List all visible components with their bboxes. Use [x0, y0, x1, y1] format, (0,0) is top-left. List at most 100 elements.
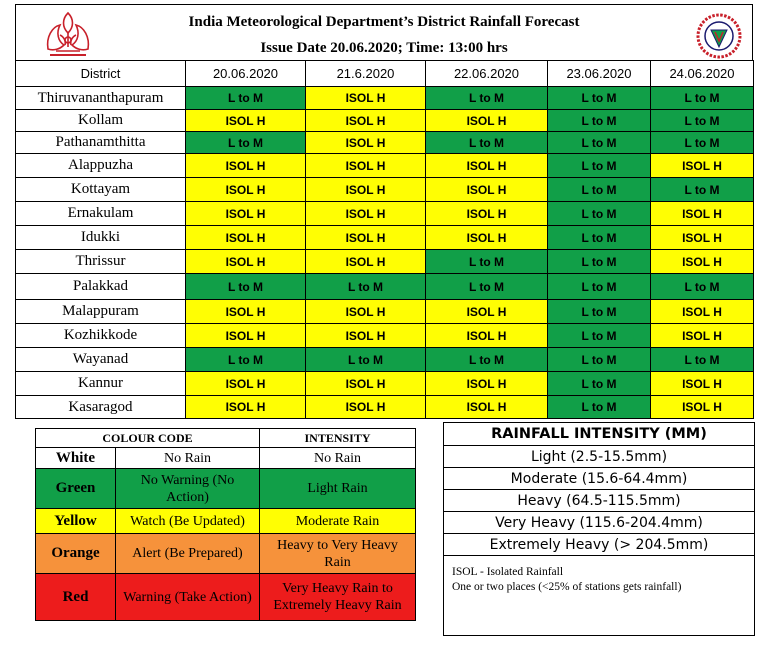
forecast-cell: ISOL H	[650, 201, 754, 226]
intensity-range: Moderate (15.6-64.4mm)	[443, 467, 755, 490]
colour-name: Green	[35, 468, 116, 509]
forecast-cell: L to M	[425, 249, 548, 274]
forecast-cell: ISOL H	[185, 371, 306, 396]
forecast-cell: ISOL H	[305, 299, 426, 324]
date-column-header: 22.06.2020	[425, 60, 548, 87]
forecast-cell: L to M	[547, 299, 651, 324]
forecast-cell: ISOL H	[185, 177, 306, 202]
colour-name: White	[35, 447, 116, 469]
district-name: Malappuram	[15, 299, 186, 324]
district-name: Kozhikkode	[15, 323, 186, 348]
forecast-cell: ISOL H	[305, 131, 426, 154]
forecast-cell: ISOL H	[425, 323, 548, 348]
date-column-header: 21.6.2020	[305, 60, 426, 87]
report-header: India Meteorological Department’s Distri…	[15, 4, 753, 60]
forecast-cell: L to M	[547, 273, 651, 300]
legend-header-row: COLOUR CODE INTENSITY	[35, 428, 416, 448]
forecast-cell: L to M	[547, 153, 651, 178]
forecast-cell: ISOL H	[650, 299, 754, 324]
forecast-cell: ISOL H	[650, 323, 754, 348]
district-name: Thiruvananthapuram	[15, 86, 186, 110]
colour-intensity: Moderate Rain	[259, 508, 416, 534]
forecast-cell: ISOL H	[185, 225, 306, 250]
forecast-cell: L to M	[547, 347, 651, 372]
forecast-cell: ISOL H	[305, 177, 426, 202]
forecast-cell: L to M	[425, 86, 548, 110]
forecast-cell: ISOL H	[305, 395, 426, 419]
forecast-cell: ISOL H	[650, 225, 754, 250]
date-column-header: 24.06.2020	[650, 60, 754, 87]
intensity-range: Light (2.5-15.5mm)	[443, 445, 755, 468]
forecast-cell: L to M	[547, 201, 651, 226]
colour-meaning: No Rain	[115, 447, 260, 469]
forecast-cell: ISOL H	[185, 299, 306, 324]
forecast-cell: ISOL H	[425, 225, 548, 250]
forecast-cell: L to M	[425, 131, 548, 154]
isol-note: ISOL - Isolated Rainfall One or two plac…	[443, 555, 755, 636]
forecast-cell: L to M	[650, 273, 754, 300]
district-name: Kottayam	[15, 177, 186, 202]
forecast-cell: L to M	[650, 109, 754, 132]
forecast-cell: L to M	[650, 86, 754, 110]
forecast-cell: ISOL H	[185, 201, 306, 226]
district-forecast-table: District 20.06.2020 21.6.2020 22.06.2020…	[15, 60, 754, 419]
forecast-cell: ISOL H	[650, 395, 754, 419]
colour-intensity: Heavy to Very Heavy Rain	[259, 533, 416, 574]
colour-meaning: No Warning (No Action)	[115, 468, 260, 509]
forecast-cell: ISOL H	[425, 109, 548, 132]
forecast-cell: ISOL H	[305, 201, 426, 226]
forecast-cell: L to M	[547, 395, 651, 419]
forecast-cell: ISOL H	[425, 395, 548, 419]
district-name: Thrissur	[15, 249, 186, 274]
forecast-cell: L to M	[185, 86, 306, 110]
district-name: Ernakulam	[15, 201, 186, 226]
imd-logo-icon	[696, 13, 742, 59]
forecast-cell: L to M	[305, 347, 426, 372]
forecast-cell: L to M	[650, 347, 754, 372]
colour-code-header: COLOUR CODE	[35, 428, 260, 448]
date-column-header: 20.06.2020	[185, 60, 306, 87]
forecast-cell: ISOL H	[650, 371, 754, 396]
forecast-header-row: District 20.06.2020 21.6.2020 22.06.2020…	[15, 60, 754, 87]
colour-intensity: No Rain	[259, 447, 416, 469]
forecast-cell: L to M	[425, 347, 548, 372]
isol-definition: ISOL - Isolated Rainfall	[452, 566, 564, 578]
forecast-cell: ISOL H	[305, 86, 426, 110]
colour-name: Yellow	[35, 508, 116, 534]
forecast-cell: ISOL H	[305, 249, 426, 274]
isol-explanation: One or two places (<25% of stations gets…	[452, 581, 682, 593]
colour-meaning: Watch (Be Updated)	[115, 508, 260, 534]
forecast-cell: L to M	[547, 86, 651, 110]
district-name: Pathanamthitta	[15, 131, 186, 154]
legend-row: Red Warning (Take Action) Very Heavy Rain …	[35, 573, 416, 621]
forecast-cell: L to M	[547, 371, 651, 396]
forecast-cell: ISOL H	[425, 299, 548, 324]
report-title: India Meteorological Department’s Distri…	[188, 14, 580, 30]
forecast-cell: L to M	[185, 347, 306, 372]
legend-row: Green No Warning (No Action) Light Rain	[35, 468, 416, 509]
district-name: Palakkad	[15, 273, 186, 300]
issue-date-line: Issue Date 20.06.2020; Time: 13:00 hrs	[260, 40, 508, 56]
forecast-cell: ISOL H	[185, 395, 306, 419]
forecast-cell: L to M	[547, 323, 651, 348]
colour-name: Red	[35, 573, 116, 621]
legend-row: Orange Alert (Be Prepared) Heavy to Very H…	[35, 533, 416, 574]
legend-row: Yellow Watch (Be Updated) Moderate Rain	[35, 508, 416, 534]
forecast-cell: L to M	[547, 249, 651, 274]
colour-code-legend: COLOUR CODE INTENSITY White No Rain No Rai…	[35, 428, 416, 621]
district-column-header: District	[15, 60, 186, 87]
forecast-cell: L to M	[305, 273, 426, 300]
colour-meaning: Warning (Take Action)	[115, 573, 260, 621]
colour-intensity: Light Rain	[259, 468, 416, 509]
forecast-cell: ISOL H	[305, 109, 426, 132]
forecast-cell: ISOL H	[425, 177, 548, 202]
